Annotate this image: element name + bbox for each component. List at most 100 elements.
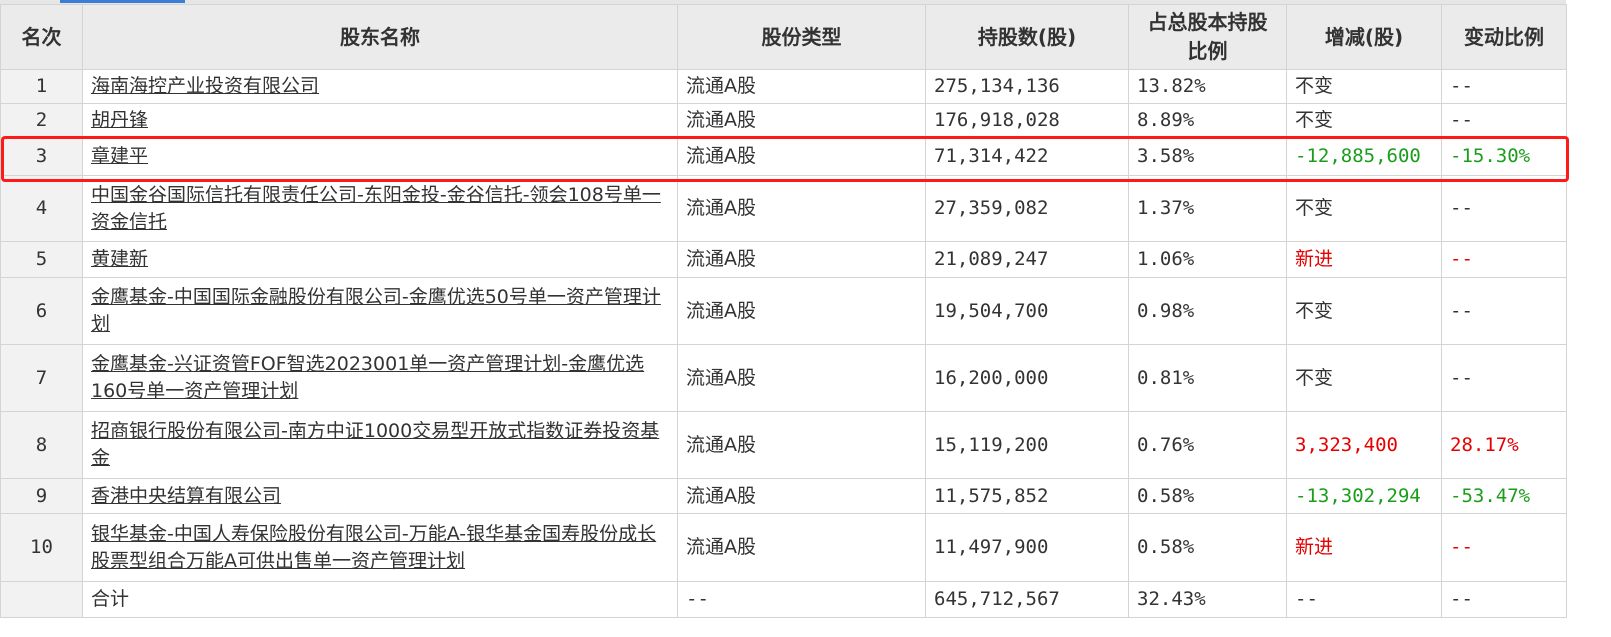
type-cell: 流通A股	[677, 478, 926, 514]
change-pct-cell: --	[1441, 581, 1567, 618]
rank-cell: 5	[0, 241, 83, 278]
shareholder-link[interactable]: 黄建新	[91, 248, 149, 270]
table-row: 8 招商银行股份有限公司-南方中证1000交易型开放式指数证券投资基金 流通A股…	[0, 411, 1567, 479]
change-pct-cell: --	[1441, 344, 1567, 412]
shares-cell: 15,119,200	[925, 411, 1129, 479]
top-shareholders-table: 名次 股东名称 股份类型 持股数(股) 占总股本持股比例 增减(股) 变动比例 …	[0, 4, 1567, 618]
change-cell: -12,885,600	[1286, 137, 1442, 176]
type-cell: 流通A股	[677, 513, 926, 582]
change-pct-cell: -15.30%	[1441, 137, 1567, 176]
header-type: 股份类型	[677, 4, 926, 70]
table-row: 10 银华基金-中国人寿保险股份有限公司-万能A-银华基金国寿股份成长股票型组合…	[0, 513, 1567, 582]
change-pct-cell: --	[1441, 513, 1567, 582]
change-pct-cell: --	[1441, 277, 1567, 345]
total-row: 合计 -- 645,712,567 32.43% -- --	[0, 581, 1567, 618]
name-cell: 招商银行股份有限公司-南方中证1000交易型开放式指数证券投资基金	[82, 411, 678, 479]
active-tab-indicator[interactable]	[60, 0, 185, 3]
change-cell: 不变	[1286, 175, 1442, 242]
rank-cell: 7	[0, 344, 83, 412]
table-row: 6 金鹰基金-中国国际金融股份有限公司-金鹰优选50号单一资产管理计划 流通A股…	[0, 277, 1567, 345]
shareholder-link[interactable]: 招商银行股份有限公司-南方中证1000交易型开放式指数证券投资基金	[91, 420, 660, 469]
type-cell: 流通A股	[677, 411, 926, 479]
shares-cell: 11,497,900	[925, 513, 1129, 582]
change-pct-cell: --	[1441, 241, 1567, 278]
pct-cell: 0.98%	[1128, 277, 1287, 345]
pct-cell: 0.76%	[1128, 411, 1287, 479]
table-row: 7 金鹰基金-兴证资管FOF智选2023001单一资产管理计划-金鹰优选160号…	[0, 344, 1567, 412]
tab-strip	[0, 0, 1566, 4]
header-rank: 名次	[0, 4, 83, 70]
change-pct-cell: -53.47%	[1441, 478, 1567, 514]
table-row: 2 胡丹锋 流通A股 176,918,028 8.89% 不变 --	[0, 103, 1567, 138]
pct-cell: 0.58%	[1128, 478, 1287, 514]
type-cell: 流通A股	[677, 241, 926, 278]
pct-cell: 1.37%	[1128, 175, 1287, 242]
shares-cell: 645,712,567	[925, 581, 1129, 618]
rank-cell: 2	[0, 103, 83, 138]
shares-cell: 19,504,700	[925, 277, 1129, 345]
name-cell: 银华基金-中国人寿保险股份有限公司-万能A-银华基金国寿股份成长股票型组合万能A…	[82, 513, 678, 582]
shares-cell: 275,134,136	[925, 69, 1129, 104]
shareholder-link[interactable]: 金鹰基金-中国国际金融股份有限公司-金鹰优选50号单一资产管理计划	[91, 286, 661, 335]
shareholder-link[interactable]: 香港中央结算有限公司	[91, 484, 282, 507]
rank-cell: 3	[0, 137, 83, 176]
rank-cell	[0, 581, 83, 618]
type-cell: 流通A股	[677, 103, 926, 138]
name-cell: 中国金谷国际信托有限责任公司-东阳金投-金谷信托-领会108号单一资金信托	[82, 175, 678, 242]
pct-cell: 32.43%	[1128, 581, 1287, 618]
pct-cell: 0.81%	[1128, 344, 1287, 412]
name-cell: 海南海控产业投资有限公司	[82, 69, 678, 104]
shareholder-link[interactable]: 胡丹锋	[91, 109, 149, 131]
pct-cell: 8.89%	[1128, 103, 1287, 138]
change-cell: 不变	[1286, 344, 1442, 412]
change-pct-cell: 28.17%	[1441, 411, 1567, 479]
table-row: 4 中国金谷国际信托有限责任公司-东阳金投-金谷信托-领会108号单一资金信托 …	[0, 175, 1567, 242]
pct-cell: 1.06%	[1128, 241, 1287, 278]
table-row: 5 黄建新 流通A股 21,089,247 1.06% 新进 --	[0, 241, 1567, 278]
change-cell: 不变	[1286, 277, 1442, 345]
type-cell: --	[677, 581, 926, 618]
shareholder-link[interactable]: 章建平	[91, 145, 149, 167]
name-cell: 黄建新	[82, 241, 678, 278]
change-cell: 不变	[1286, 69, 1442, 104]
rank-cell: 8	[0, 411, 83, 479]
type-cell: 流通A股	[677, 277, 926, 345]
header-change: 增减(股)	[1286, 4, 1442, 70]
shareholder-link[interactable]: 银华基金-中国人寿保险股份有限公司-万能A-银华基金国寿股份成长股票型组合万能A…	[91, 522, 657, 572]
shares-cell: 16,200,000	[925, 344, 1129, 412]
rank-cell: 4	[0, 175, 83, 242]
pct-cell: 13.82%	[1128, 69, 1287, 104]
name-cell: 章建平	[82, 137, 678, 176]
shares-cell: 176,918,028	[925, 103, 1129, 138]
name-cell: 香港中央结算有限公司	[82, 478, 678, 514]
pct-cell: 3.58%	[1128, 137, 1287, 176]
change-pct-cell: --	[1441, 69, 1567, 104]
change-pct-cell: --	[1441, 103, 1567, 138]
change-pct-cell: --	[1441, 175, 1567, 242]
pct-cell: 0.58%	[1128, 513, 1287, 582]
change-cell: 3,323,400	[1286, 411, 1442, 479]
table-header: 名次 股东名称 股份类型 持股数(股) 占总股本持股比例 增减(股) 变动比例	[0, 4, 1567, 70]
rank-cell: 9	[0, 478, 83, 514]
shares-cell: 27,359,082	[925, 175, 1129, 242]
table-row: 9 香港中央结算有限公司 流通A股 11,575,852 0.58% -13,3…	[0, 478, 1567, 514]
type-cell: 流通A股	[677, 175, 926, 242]
name-cell: 金鹰基金-兴证资管FOF智选2023001单一资产管理计划-金鹰优选160号单一…	[82, 344, 678, 412]
rank-cell: 6	[0, 277, 83, 345]
change-cell: 新进	[1286, 241, 1442, 278]
header-change-pct: 变动比例	[1441, 4, 1567, 70]
change-cell: -13,302,294	[1286, 478, 1442, 514]
total-label: 合计	[82, 581, 678, 618]
shares-cell: 21,089,247	[925, 241, 1129, 278]
rank-cell: 10	[0, 513, 83, 582]
type-cell: 流通A股	[677, 69, 926, 104]
shareholder-link[interactable]: 金鹰基金-兴证资管FOF智选2023001单一资产管理计划-金鹰优选160号单一…	[91, 353, 645, 402]
table-row: 3 章建平 流通A股 71,314,422 3.58% -12,885,600 …	[0, 137, 1567, 176]
table-row: 1 海南海控产业投资有限公司 流通A股 275,134,136 13.82% 不…	[0, 69, 1567, 104]
type-cell: 流通A股	[677, 344, 926, 412]
header-shares: 持股数(股)	[925, 4, 1129, 70]
change-cell: 新进	[1286, 513, 1442, 582]
change-cell: 不变	[1286, 103, 1442, 138]
shareholder-link[interactable]: 海南海控产业投资有限公司	[91, 75, 320, 97]
shareholder-link[interactable]: 中国金谷国际信托有限责任公司-东阳金投-金谷信托-领会108号单一资金信托	[91, 183, 661, 233]
